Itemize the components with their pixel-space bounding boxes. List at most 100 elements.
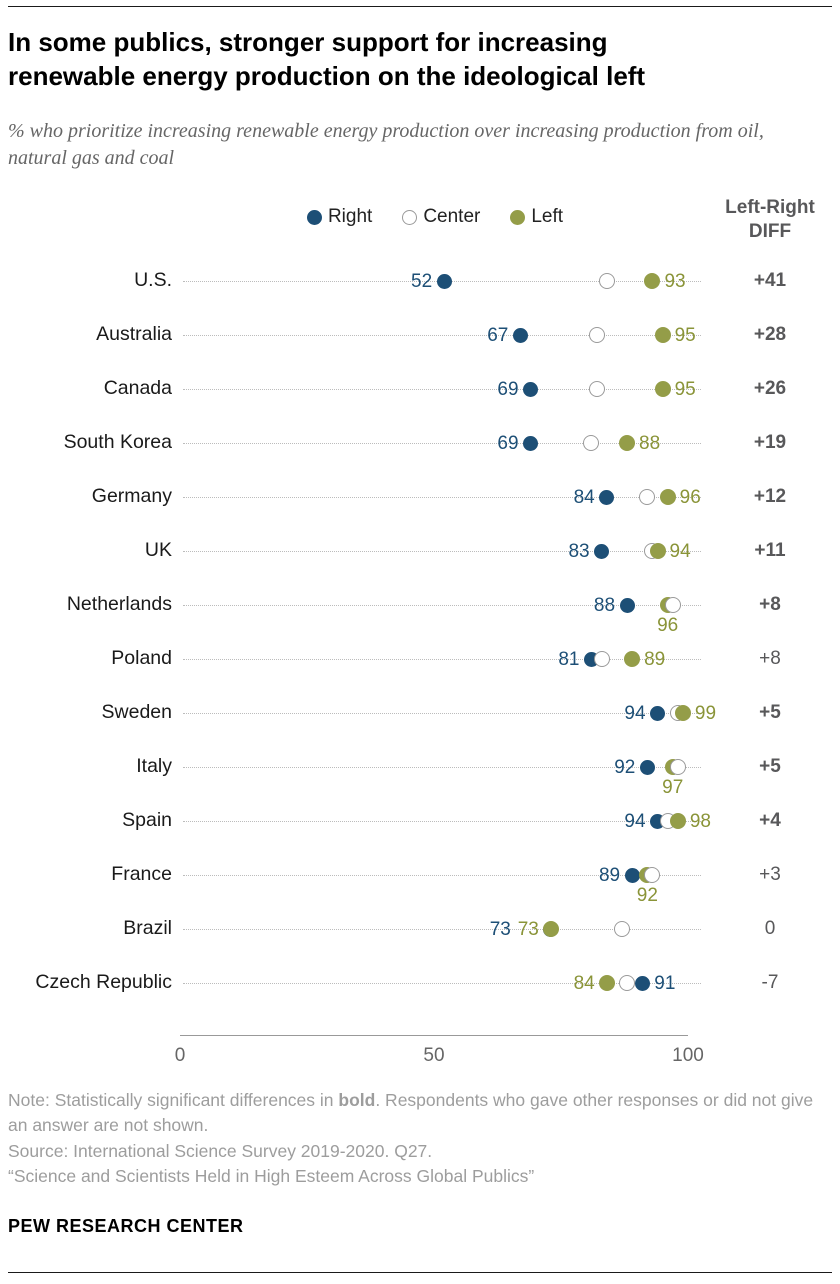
center-dot bbox=[639, 489, 656, 505]
diff-value: +11 bbox=[754, 540, 786, 561]
diff-value: +41 bbox=[753, 270, 787, 291]
leader-line bbox=[183, 983, 701, 984]
left-dot bbox=[598, 975, 615, 991]
country-label: UK bbox=[144, 539, 172, 561]
right-value: 84 bbox=[573, 487, 595, 508]
leader-line bbox=[183, 551, 701, 552]
right-value: 69 bbox=[497, 379, 519, 400]
leader-line bbox=[183, 875, 701, 876]
country-label: Germany bbox=[91, 485, 172, 507]
diff-column-header: Left-Right DIFF bbox=[710, 196, 830, 244]
right-dot bbox=[599, 489, 615, 505]
axis-tick-label: 0 bbox=[174, 1045, 186, 1066]
legend-item-center: Center bbox=[402, 206, 480, 228]
left-value: 84 bbox=[573, 973, 595, 994]
diff-value: +8 bbox=[759, 594, 781, 615]
report-title-line: “Science and Scientists Held in High Est… bbox=[8, 1166, 535, 1187]
diff-value: -7 bbox=[761, 972, 779, 993]
chart-subtitle: % who prioritize increasing renewable en… bbox=[8, 120, 764, 169]
left-value: 97 bbox=[662, 777, 684, 798]
left-dot bbox=[654, 381, 671, 397]
right-dot bbox=[639, 759, 655, 775]
axis-line bbox=[180, 1035, 688, 1036]
bottom-rule bbox=[8, 1272, 832, 1273]
left-value: 94 bbox=[669, 541, 691, 562]
country-label: Spain bbox=[122, 809, 172, 831]
left-value: 98 bbox=[689, 811, 711, 832]
right-dot bbox=[594, 543, 610, 559]
diff-value: +19 bbox=[753, 432, 787, 453]
left-value: 89 bbox=[644, 649, 666, 670]
left-dot-icon bbox=[510, 209, 526, 225]
left-value: 95 bbox=[674, 325, 696, 346]
left-dot bbox=[674, 705, 691, 721]
diff-value: +12 bbox=[753, 486, 787, 507]
center-dot bbox=[598, 273, 615, 289]
country-label: Brazil bbox=[123, 917, 172, 939]
right-value: 92 bbox=[614, 757, 636, 778]
legend-label: Left bbox=[531, 206, 564, 227]
left-dot bbox=[542, 921, 559, 937]
left-dot bbox=[644, 273, 661, 289]
left-dot bbox=[669, 813, 686, 829]
right-dot bbox=[523, 435, 539, 451]
legend-label: Center bbox=[423, 206, 481, 227]
left-value: 93 bbox=[664, 271, 686, 292]
left-value: 88 bbox=[639, 433, 661, 454]
country-label: Canada bbox=[103, 377, 172, 399]
pew-research-center-wordmark: PEW RESEARCH CENTER bbox=[8, 1216, 244, 1236]
source-line: Source: International Science Survey 201… bbox=[8, 1140, 433, 1161]
right-dot bbox=[624, 867, 640, 883]
diff-value: +5 bbox=[759, 756, 781, 777]
right-dot-icon bbox=[306, 209, 322, 225]
country-label: Sweden bbox=[101, 701, 172, 723]
right-value: 94 bbox=[624, 811, 646, 832]
center-dot bbox=[644, 867, 661, 883]
right-value: 83 bbox=[568, 541, 590, 562]
diff-header-line1: Left-Right bbox=[725, 197, 815, 218]
leader-line bbox=[183, 767, 701, 768]
country-label: Italy bbox=[136, 755, 172, 777]
center-dot bbox=[583, 435, 600, 451]
diff-value: +5 bbox=[759, 702, 781, 723]
right-dot bbox=[523, 381, 539, 397]
left-value: 96 bbox=[679, 487, 701, 508]
center-dot bbox=[588, 381, 605, 397]
leader-line bbox=[183, 497, 701, 498]
leader-line bbox=[183, 605, 701, 606]
left-value: 96 bbox=[657, 615, 679, 636]
axis-tick-label: 100 bbox=[672, 1045, 704, 1066]
legend-label: Right bbox=[327, 206, 373, 227]
top-rule bbox=[8, 6, 832, 7]
center-dot bbox=[669, 759, 686, 775]
left-value: 95 bbox=[674, 379, 696, 400]
left-value: 92 bbox=[636, 885, 658, 906]
center-dot bbox=[619, 975, 636, 991]
diff-value: +26 bbox=[753, 378, 787, 399]
left-dot bbox=[619, 435, 636, 451]
right-dot bbox=[512, 327, 528, 343]
leader-line bbox=[183, 389, 701, 390]
country-label: Australia bbox=[96, 323, 172, 345]
country-label: Netherlands bbox=[66, 593, 172, 615]
center-dot bbox=[593, 651, 610, 667]
leader-line bbox=[183, 929, 701, 930]
center-dot bbox=[588, 327, 605, 343]
leader-line bbox=[183, 659, 701, 660]
diff-value: +8 bbox=[759, 648, 781, 669]
country-label: France bbox=[111, 863, 172, 885]
country-label: U.S. bbox=[134, 269, 172, 291]
note-line: Note: Statistically significant differen… bbox=[8, 1088, 823, 1139]
country-label: South Korea bbox=[63, 431, 172, 453]
note-bold-word: bold bbox=[338, 1090, 376, 1110]
left-dot bbox=[659, 489, 676, 505]
left-dot bbox=[649, 543, 666, 559]
left-value: 99 bbox=[694, 703, 717, 724]
left-dot bbox=[624, 651, 641, 667]
right-value: 89 bbox=[598, 865, 621, 886]
page-title: In some publics, stronger support for in… bbox=[8, 27, 646, 91]
chart-legend: Right Center Left bbox=[180, 206, 690, 228]
left-dot bbox=[654, 327, 671, 343]
diff-value: +28 bbox=[753, 324, 787, 345]
